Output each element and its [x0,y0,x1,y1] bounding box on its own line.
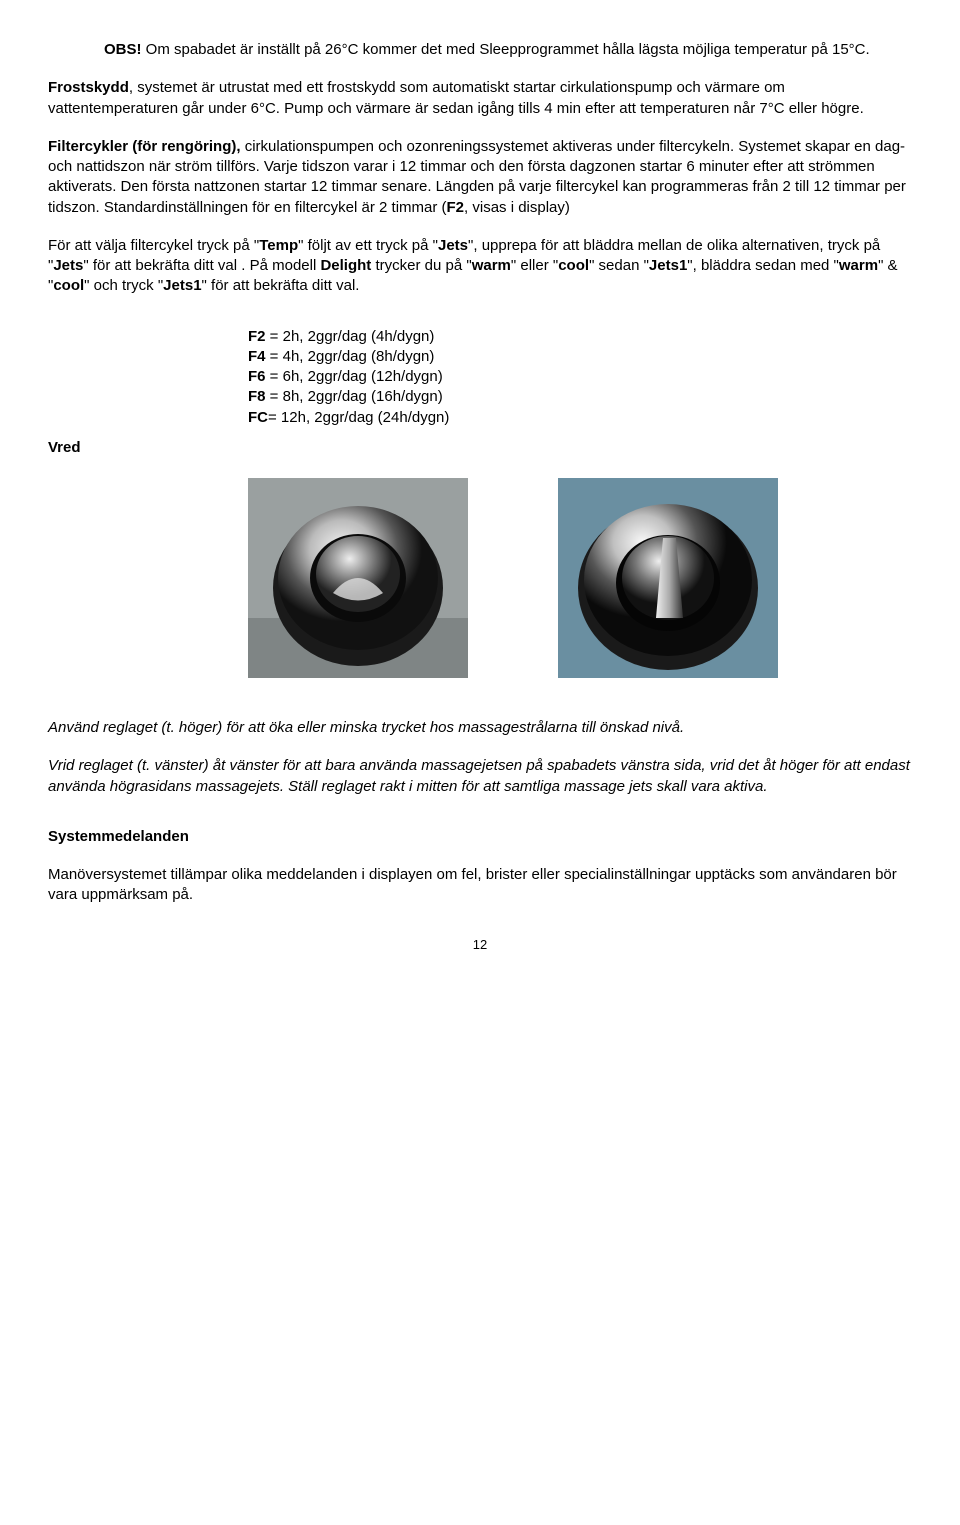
filter-list-item: F2 = 2h, 2ggr/dag (4h/dygn) [248,327,912,347]
usage-paragraph-1: Använd reglaget (t. höger) för att öka e… [48,718,912,738]
sysmed-heading: Systemmedelanden [48,827,912,847]
filter-list-item: F6 = 6h, 2ggr/dag (12h/dygn) [248,367,912,387]
filtercykler-part2: , visas i display) [464,199,570,216]
obs-label: OBS! [104,41,142,58]
knob-images-row [248,478,912,678]
vred-heading: Vred [48,438,912,458]
filter-list-item: F4 = 4h, 2ggr/dag (8h/dygn) [248,347,912,367]
filter-list-item: F8 = 8h, 2ggr/dag (16h/dygn) [248,387,912,407]
sysmed-body: Manöversystemet tillämpar olika meddelan… [48,865,912,906]
knob-image-right [558,478,778,678]
obs-paragraph: OBS! Om spabadet är inställt på 26°C kom… [104,40,912,60]
filtercykler-paragraph: Filtercykler (för rengöring), cirkulatio… [48,137,912,218]
instructions-paragraph: För att välja filtercykel tryck på "Temp… [48,236,912,297]
filtercykler-f2: F2 [447,199,465,216]
obs-rest: Om spabadet är inställt på 26°C kommer d… [142,41,870,58]
filter-list-item: FC= 12h, 2ggr/dag (24h/dygn) [248,408,912,428]
page-number: 12 [48,936,912,954]
frostskydd-rest: , systemet är utrustat med ett frostskyd… [48,79,864,116]
frostskydd-paragraph: Frostskydd, systemet är utrustat med ett… [48,78,912,119]
usage-paragraph-2: Vrid reglaget (t. vänster) åt vänster fö… [48,756,912,797]
knob-image-left [248,478,468,678]
frostskydd-label: Frostskydd [48,79,129,96]
filter-list: F2 = 2h, 2ggr/dag (4h/dygn) F4 = 4h, 2gg… [248,327,912,428]
filtercykler-label: Filtercykler (för rengöring), [48,138,241,155]
